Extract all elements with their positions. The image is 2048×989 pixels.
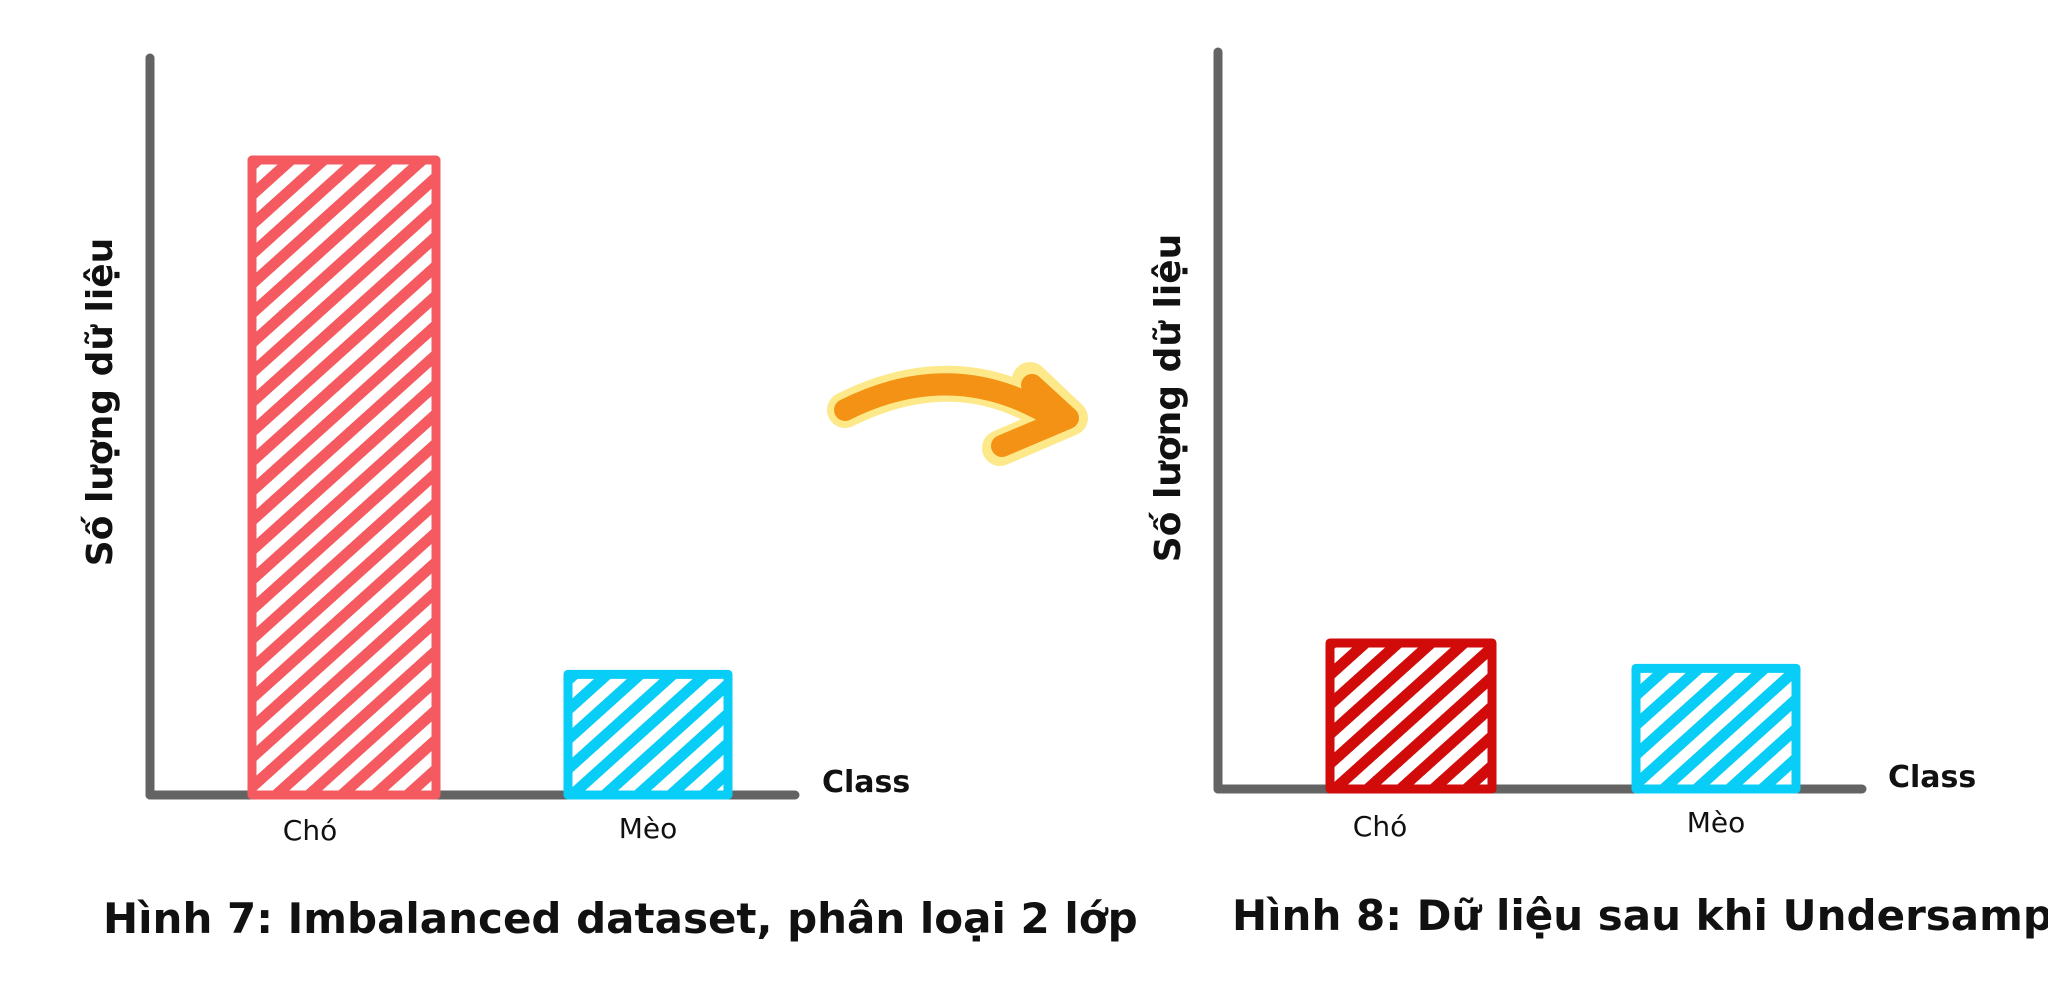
left-caption: Hình 7: Imbalanced dataset, phân loại 2 … xyxy=(103,894,1138,943)
arrow-icon xyxy=(827,362,1088,466)
right-bar-cho xyxy=(1325,638,1497,794)
right-y-axis-label: Số lượng dữ liệu xyxy=(1148,234,1189,562)
left-y-axis-label: Số lượng dữ liệu xyxy=(80,238,121,566)
right-caption: Hình 8: Dữ liệu sau khi Undersampling xyxy=(1232,891,2048,940)
right-bar-meo xyxy=(1631,663,1801,794)
left-bar-meo xyxy=(563,669,733,800)
right-x-axis-label: Class xyxy=(1888,760,1976,795)
chart-left: Số lượng dữ liệu Class Chó Mèo Hình 7: I… xyxy=(80,53,1138,943)
left-bar-cho xyxy=(247,155,441,800)
right-tick-meo: Mèo xyxy=(1687,806,1746,839)
left-tick-meo: Mèo xyxy=(619,812,678,845)
left-x-axis-label: Class xyxy=(822,765,910,800)
left-tick-cho: Chó xyxy=(283,814,337,847)
right-tick-cho: Chó xyxy=(1353,810,1407,843)
chart-right: Số lượng dữ liệu Class Chó Mèo Hình 8: D… xyxy=(1148,47,2048,940)
